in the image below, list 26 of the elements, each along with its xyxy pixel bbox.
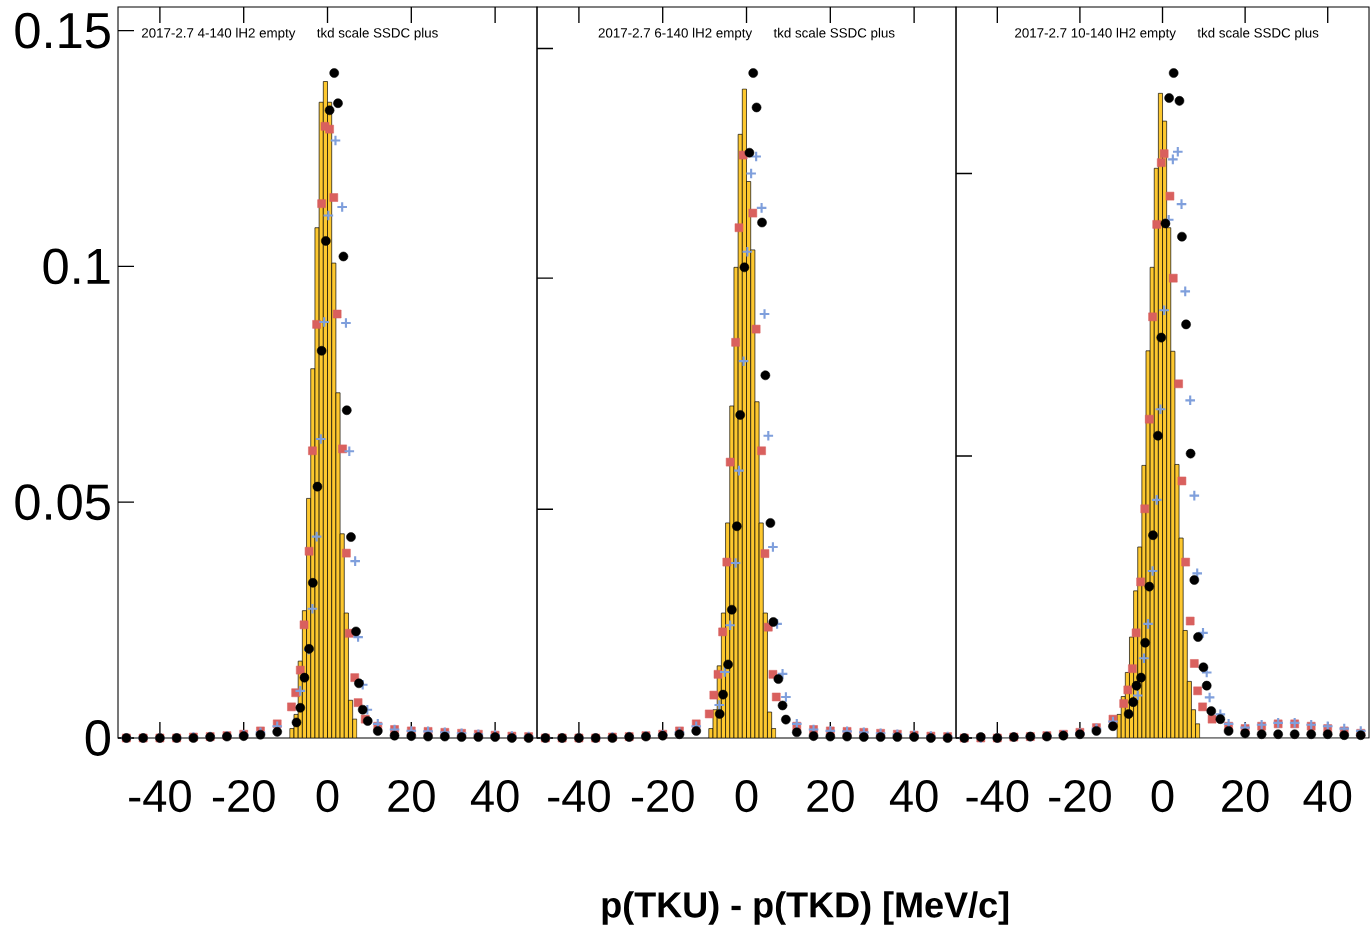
text: 2017-2.7 6-140 lH2 empty <box>598 27 753 41</box>
text: 2017-2.7 4-140 lH2 empty <box>141 27 296 41</box>
x-tick-label: 40 <box>470 780 519 813</box>
x-tick-label: -40 <box>966 780 1029 813</box>
y-tick-label: 0.1 <box>43 248 110 285</box>
x-tick-label: 20 <box>388 780 435 813</box>
x-tick-label: 20 <box>807 780 854 813</box>
x-tick-label: -20 <box>631 780 694 813</box>
x-tick-label: 40 <box>889 780 938 813</box>
x-tick-label: -20 <box>1049 780 1111 813</box>
y-tick-label: 0 <box>85 720 110 756</box>
x-tick-label: 0 <box>1151 780 1174 813</box>
y-tick-label: 0.05 <box>15 484 110 521</box>
text: tkd scale SSDC plus <box>316 27 438 41</box>
x-tick-label: 0 <box>316 780 339 813</box>
x-tick-label: -20 <box>212 780 275 813</box>
text: tkd scale SSDC plus <box>773 27 895 41</box>
x-tick-label: -40 <box>548 780 610 813</box>
x-tick-label: -40 <box>129 780 191 813</box>
text: tkd scale SSDC plus <box>1197 27 1319 41</box>
y-tick-label: 0.15 <box>15 12 110 49</box>
x-tick-label: 40 <box>1303 780 1352 813</box>
text: 2017-2.7 10-140 lH2 empty <box>1015 27 1176 41</box>
x-axis-title: p(TKU) - p(TKD) [MeV/c] <box>602 891 1009 925</box>
x-tick-label: 0 <box>735 780 758 813</box>
x-tick-label: 20 <box>1222 780 1269 813</box>
